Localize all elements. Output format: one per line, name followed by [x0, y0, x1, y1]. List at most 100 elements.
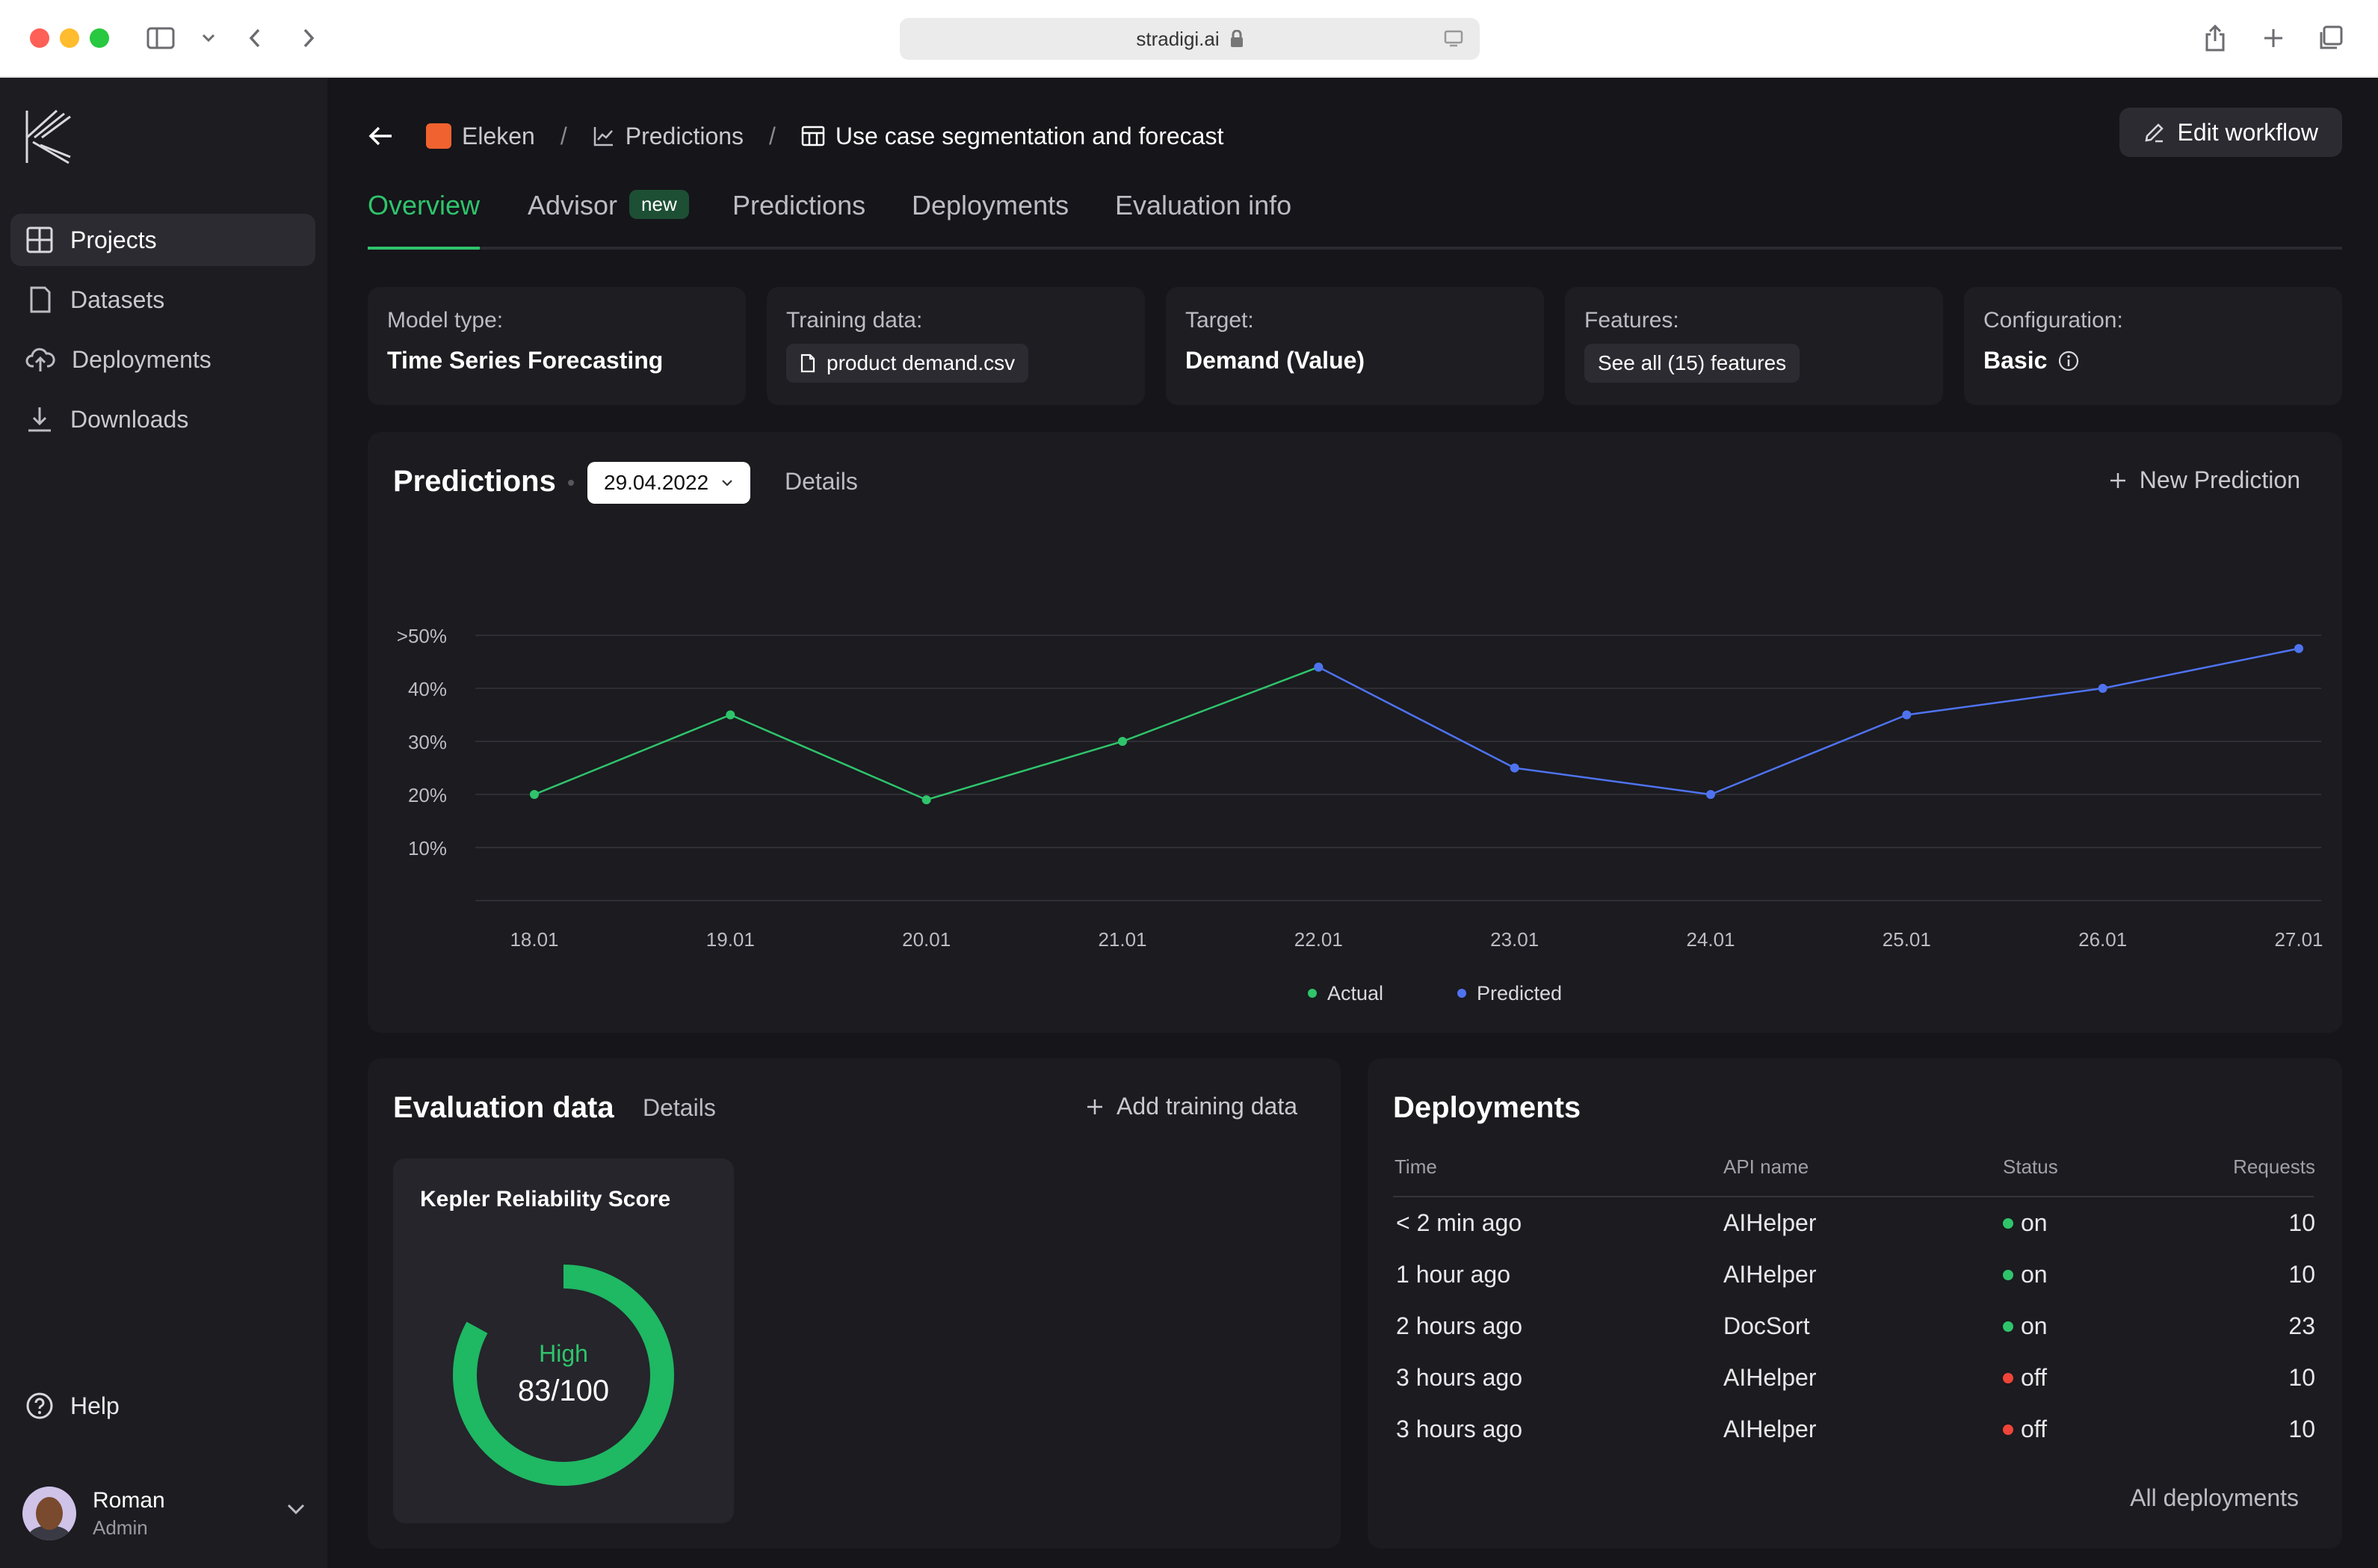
data-point-predicted[interactable] — [1706, 790, 1715, 799]
tab-evaluation-info[interactable]: Evaluation info — [1115, 190, 1291, 247]
predictions-details-link[interactable]: Details — [785, 468, 858, 495]
separator-dot — [568, 480, 574, 486]
deployment-api-name: AIHelper — [1723, 1364, 1817, 1391]
x-tick-label: 18.01 — [510, 928, 558, 951]
features-card: Features: See all (15) features — [1565, 287, 1943, 405]
sidebar: Projects Datasets Deployments Downloads … — [0, 78, 327, 1568]
app-logo-icon[interactable] — [24, 108, 72, 166]
sidebar-toggle-icon[interactable] — [143, 19, 178, 57]
pencil-icon — [2144, 123, 2164, 143]
x-tick-label: 21.01 — [1098, 928, 1146, 951]
deployment-time: 2 hours ago — [1396, 1312, 1523, 1339]
main-content: Eleken / Predictions / Use case segmenta… — [327, 78, 2378, 1568]
table-row[interactable]: 3 hours ago AIHelper off 10 — [1368, 1364, 2342, 1409]
configuration-label: Configuration: — [1983, 308, 2123, 333]
address-bar[interactable]: stradigi.ai — [900, 18, 1480, 60]
y-tick-label: 40% — [408, 678, 447, 700]
cloud-upload-icon — [25, 348, 55, 371]
breadcrumb-current-label: Use case segmentation and forecast — [835, 122, 1224, 149]
tab-advisor[interactable]: Advisor new — [528, 190, 689, 247]
deployments-panel: Deployments Time API name Status Request… — [1368, 1058, 2342, 1549]
predictions-title: Predictions — [393, 465, 556, 498]
back-icon[interactable] — [244, 19, 266, 57]
back-arrow-icon[interactable] — [368, 125, 395, 147]
sidebar-item-downloads[interactable]: Downloads — [10, 393, 315, 445]
data-point-predicted[interactable] — [1314, 662, 1324, 672]
status-badge: on — [2003, 1312, 2048, 1340]
tab-overview[interactable]: Overview — [368, 190, 481, 250]
x-tick-label: 25.01 — [1883, 928, 1931, 951]
breadcrumb-section-label: Predictions — [625, 122, 744, 149]
breadcrumb-predictions[interactable]: Predictions — [593, 123, 744, 150]
training-data-file-chip[interactable]: product demand.csv — [786, 344, 1029, 383]
sidebar-item-deployments[interactable]: Deployments — [10, 333, 315, 386]
data-point-predicted[interactable] — [2294, 643, 2303, 653]
data-point-predicted[interactable] — [1902, 710, 1912, 720]
sidebar-item-datasets[interactable]: Datasets — [10, 274, 315, 326]
reliability-score-gauge: High 83/100 — [453, 1265, 674, 1486]
all-deployments-link[interactable]: All deployments — [2130, 1484, 2299, 1511]
status-label: on — [2021, 1261, 2048, 1288]
edit-workflow-label: Edit workflow — [2177, 118, 2319, 146]
user-menu[interactable]: Roman Admin — [22, 1480, 306, 1547]
file-icon — [800, 354, 815, 373]
chevron-down-icon[interactable] — [197, 19, 220, 57]
data-point-actual[interactable] — [921, 795, 931, 805]
tab-predictions[interactable]: Predictions — [732, 190, 865, 247]
date-select-value: 29.04.2022 — [604, 471, 709, 494]
see-all-features-button[interactable]: See all (15) features — [1584, 344, 1800, 383]
table-row[interactable]: 1 hour ago AIHelper on 10 — [1368, 1261, 2342, 1306]
user-role: Admin — [93, 1516, 148, 1539]
target-card: Target: Demand (Value) — [1166, 287, 1544, 405]
score-text: 83/100 — [518, 1374, 609, 1407]
forward-icon[interactable] — [297, 19, 320, 57]
status-dot — [2003, 1217, 2013, 1229]
series-line-predicted — [1318, 647, 2300, 796]
data-point-predicted[interactable] — [1510, 763, 1519, 773]
x-tick-label: 24.01 — [1686, 928, 1735, 951]
table-row[interactable]: < 2 min ago AIHelper on 10 — [1368, 1209, 2342, 1254]
table-row[interactable]: 3 hours ago AIHelper off 10 — [1368, 1416, 2342, 1460]
new-tab-icon[interactable] — [2258, 19, 2288, 57]
maximize-window-button[interactable] — [90, 28, 109, 48]
close-window-button[interactable] — [30, 28, 49, 48]
status-dot — [2003, 1269, 2013, 1280]
date-select[interactable]: 29.04.2022 — [587, 462, 751, 504]
tab-deployments[interactable]: Deployments — [912, 190, 1069, 247]
table-row[interactable]: 2 hours ago DocSort on 23 — [1368, 1312, 2342, 1357]
sidebar-item-projects[interactable]: Projects — [10, 214, 315, 266]
breadcrumb-org-label: Eleken — [462, 122, 535, 149]
org-logo-icon — [426, 123, 451, 149]
add-training-data-button[interactable]: Add training data — [1085, 1093, 1297, 1120]
deployment-api-name: AIHelper — [1723, 1416, 1817, 1442]
document-icon — [30, 286, 51, 313]
status-badge: on — [2003, 1209, 2048, 1237]
share-icon[interactable] — [2200, 19, 2230, 57]
table-divider — [1393, 1196, 2314, 1197]
evaluation-details-link[interactable]: Details — [643, 1094, 716, 1121]
model-type-card: Model type: Time Series Forecasting — [368, 287, 746, 405]
info-icon[interactable] — [2057, 350, 2080, 372]
y-tick-label: 10% — [408, 837, 447, 859]
data-point-actual[interactable] — [1118, 737, 1127, 746]
model-type-label: Model type: — [387, 308, 504, 333]
status-badge: on — [2003, 1261, 2048, 1288]
new-prediction-button[interactable]: New Prediction — [2108, 466, 2300, 494]
tab-overview-icon[interactable] — [2315, 19, 2345, 57]
breadcrumb-org[interactable]: Eleken — [426, 123, 535, 150]
minimize-window-button[interactable] — [60, 28, 79, 48]
reader-icon[interactable] — [1444, 30, 1463, 48]
data-point-predicted[interactable] — [2098, 684, 2107, 693]
deployment-time: 3 hours ago — [1396, 1416, 1523, 1442]
help-label: Help — [70, 1392, 120, 1419]
data-point-actual[interactable] — [530, 790, 539, 799]
line-chart-icon — [593, 127, 613, 146]
x-tick-label: 27.01 — [2274, 928, 2323, 951]
evaluation-title: Evaluation data — [393, 1091, 614, 1124]
help-link[interactable]: Help — [10, 1380, 120, 1432]
deployment-api-name: DocSort — [1723, 1312, 1810, 1339]
data-point-actual[interactable] — [726, 710, 735, 720]
edit-workflow-button[interactable]: Edit workflow — [2119, 108, 2342, 157]
chevron-down-icon[interactable] — [285, 1502, 306, 1516]
reliability-score-title: Kepler Reliability Score — [420, 1187, 671, 1212]
